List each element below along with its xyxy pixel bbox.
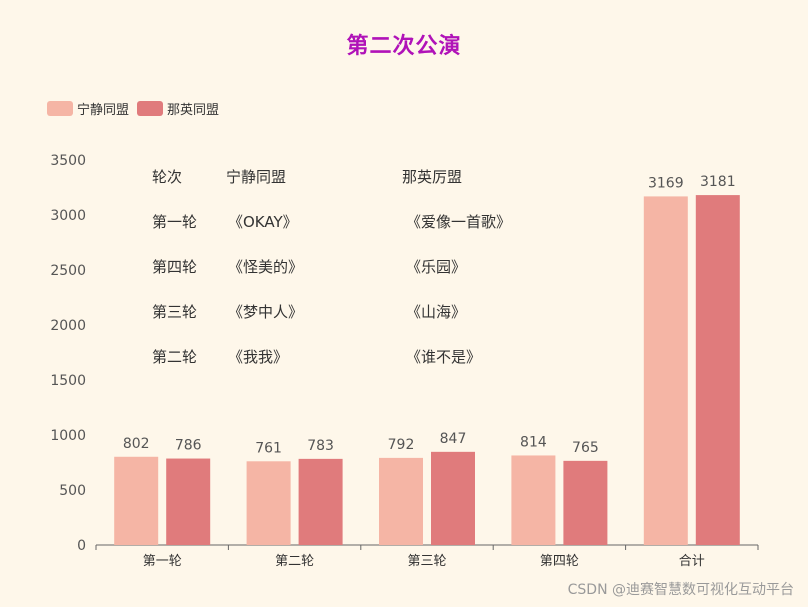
- x-axis: 第一轮 第二轮 第三轮 第四轮 合计: [95, 544, 759, 569]
- bar-value-label: 847: [440, 431, 467, 447]
- bar-series-1: [563, 460, 608, 545]
- x-tick-label: 合计: [679, 554, 705, 569]
- bar-value-label: 814: [520, 434, 547, 450]
- bar-series-0: [114, 456, 159, 545]
- x-tick-label: 第三轮: [407, 554, 446, 569]
- x-tick-label: 第二轮: [275, 554, 314, 569]
- bar-value-label: 786: [175, 438, 202, 454]
- bar-value-label: 3181: [700, 174, 736, 190]
- bar-series-0: [379, 457, 423, 545]
- bar-value-label: 3169: [648, 175, 684, 191]
- annotation-cell: 《爱像一首歌》: [406, 213, 511, 231]
- bar-series-1: [166, 458, 211, 545]
- annotation-header-cell: 宁静同盟: [226, 168, 286, 186]
- annotation-header-cell: 轮次: [152, 168, 182, 186]
- x-tick-label: 第四轮: [540, 554, 579, 569]
- y-tick-label: 2000: [50, 318, 86, 334]
- annotation-cell: 《OKAY》: [228, 213, 298, 231]
- chart-title: 第二次公演: [346, 34, 462, 59]
- y-tick-label: 0: [77, 538, 86, 554]
- bar-series-0: [246, 461, 291, 545]
- bar-value-label: 783: [307, 438, 334, 454]
- annotation-cell: 《谁不是》: [406, 348, 481, 366]
- bar-value-label: 802: [123, 436, 150, 452]
- annotation-cell: 《山海》: [406, 303, 466, 321]
- y-axis: 0 500 1000 1500 2000 2500 3000 3500: [50, 153, 86, 554]
- y-tick-label: 1000: [50, 428, 86, 444]
- annotation-cell: 第三轮: [152, 303, 197, 321]
- annotation-cell: 《我我》: [228, 348, 288, 366]
- bar-series-1: [298, 458, 343, 545]
- bar-series-1: [431, 451, 475, 545]
- bars: 802 761 792 814 3169 786 783 847 765 3181: [114, 174, 740, 545]
- annotation-cell: 第一轮: [152, 213, 197, 231]
- bar-series-0: [643, 196, 688, 545]
- bar-value-label: 765: [572, 440, 599, 456]
- annotation-header-cell: 那英厉盟: [402, 168, 462, 186]
- y-tick-label: 3000: [50, 208, 86, 224]
- legend: 宁静同盟 那英同盟: [47, 99, 227, 118]
- y-tick-label: 2500: [50, 263, 86, 279]
- legend-swatch-series-1: [137, 101, 164, 116]
- annotation-cell: 《乐园》: [406, 258, 466, 276]
- x-tick-label: 第一轮: [143, 554, 182, 569]
- annotation-cell: 第二轮: [152, 348, 197, 366]
- annotation-cell: 《怪美的》: [228, 258, 303, 276]
- legend-swatch-series-0: [47, 101, 73, 116]
- legend-item-series-1[interactable]: 那英同盟: [137, 99, 219, 118]
- legend-label-series-0: 宁静同盟: [77, 103, 130, 118]
- annotation-cell: 《梦中人》: [228, 303, 303, 321]
- y-tick-label: 3500: [50, 153, 86, 169]
- watermark: CSDN @迪赛智慧数可视化互动平台: [567, 582, 794, 598]
- legend-item-series-0[interactable]: 宁静同盟: [47, 99, 129, 118]
- bar-value-label: 761: [255, 440, 282, 456]
- y-tick-label: 1500: [50, 373, 86, 389]
- legend-label-series-1: 那英同盟: [167, 103, 220, 118]
- y-tick-label: 500: [59, 483, 86, 499]
- bar-series-0: [511, 455, 556, 545]
- bar-series-1: [695, 195, 740, 545]
- annotation-cell: 第四轮: [152, 258, 197, 276]
- bar-value-label: 792: [388, 437, 415, 453]
